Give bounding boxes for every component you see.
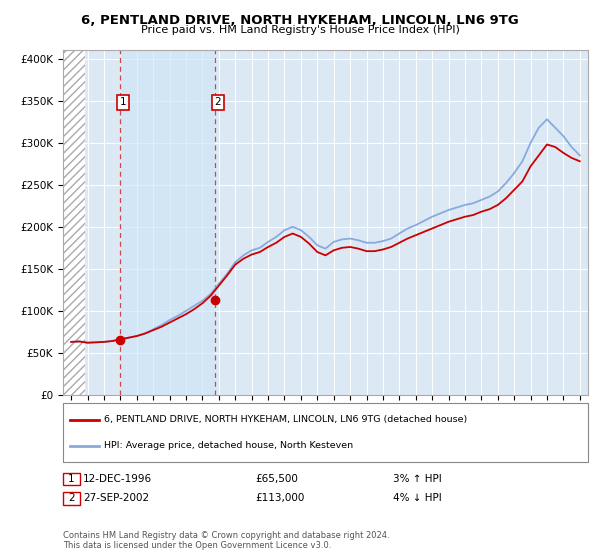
Bar [63,50,85,395]
Text: £113,000: £113,000 [255,493,304,503]
Text: 6, PENTLAND DRIVE, NORTH HYKEHAM, LINCOLN, LN6 9TG: 6, PENTLAND DRIVE, NORTH HYKEHAM, LINCOL… [81,14,519,27]
Text: 12-DEC-1996: 12-DEC-1996 [83,474,152,484]
Text: 2: 2 [68,493,75,503]
Text: Contains HM Land Registry data © Crown copyright and database right 2024.
This d: Contains HM Land Registry data © Crown c… [63,530,389,550]
Bar [119,50,215,395]
Text: 4% ↓ HPI: 4% ↓ HPI [393,493,442,503]
Text: 3% ↑ HPI: 3% ↑ HPI [393,474,442,484]
Text: 27-SEP-2002: 27-SEP-2002 [83,493,149,503]
Text: HPI: Average price, detached house, North Kesteven: HPI: Average price, detached house, Nort… [104,441,353,450]
Text: 2: 2 [215,97,221,108]
Text: £65,500: £65,500 [255,474,298,484]
Text: Price paid vs. HM Land Registry's House Price Index (HPI): Price paid vs. HM Land Registry's House … [140,25,460,35]
Text: 1: 1 [119,97,126,108]
Text: 6, PENTLAND DRIVE, NORTH HYKEHAM, LINCOLN, LN6 9TG (detached house): 6, PENTLAND DRIVE, NORTH HYKEHAM, LINCOL… [104,415,467,424]
Text: 1: 1 [68,474,75,484]
